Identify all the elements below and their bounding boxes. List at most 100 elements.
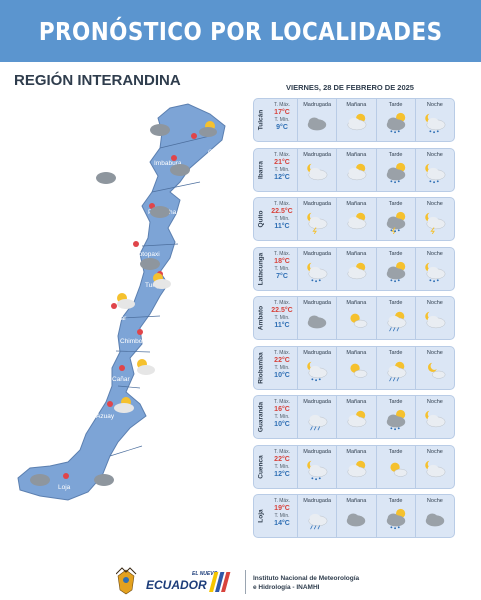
institution-line-2: e Hidrología - INAMHI xyxy=(253,584,320,591)
cloud-moon-icon xyxy=(425,311,446,329)
forecast-cell: Mañana xyxy=(336,346,375,389)
cloud-moon-rain-icon xyxy=(307,361,328,381)
period-cells: Madrugada Mañana Tarde Noche xyxy=(297,148,454,191)
min-temp-value: 11°C xyxy=(274,322,290,329)
period-label: Noche xyxy=(426,151,443,158)
map-weather-icons xyxy=(30,121,217,486)
region-title: REGIÓN INTERANDINA xyxy=(14,72,181,89)
period-label: Mañana xyxy=(346,448,367,455)
forecast-row: Latacunga T. Máx. 18°C T. Mín. 7°C Madru… xyxy=(253,246,455,291)
institution-line-1: Instituto Nacional de Meteorología xyxy=(253,575,360,582)
period-label: Madrugada xyxy=(303,448,332,455)
city-name-text: Guaranda xyxy=(257,401,264,433)
forecast-cell: Noche xyxy=(414,495,454,537)
period-label: Mañana xyxy=(346,250,367,257)
city-name: Cuenca xyxy=(254,446,267,488)
forecast-cell: Tarde xyxy=(375,297,415,339)
min-temp-value: 12°C xyxy=(274,470,290,478)
temperature-block: T. Máx. 17°C T. Mín. 9°C xyxy=(267,99,297,141)
period-label: Madrugada xyxy=(303,102,332,108)
map-label-canar: Cañar xyxy=(112,376,131,383)
min-temp-label: T. Mín. xyxy=(274,166,290,173)
period-cells: Madrugada Mañana Tarde Noche xyxy=(297,247,454,290)
forecast-cell: Tarde xyxy=(375,396,415,438)
city-name-text: Quito xyxy=(257,210,264,228)
cloudy-icon xyxy=(307,315,327,329)
period-label: Madrugada xyxy=(303,250,332,257)
page-header: PRONÓSTICO POR LOCALIDADES xyxy=(0,0,481,62)
max-temp-label: T. Máx. xyxy=(273,250,291,257)
max-temp-label: T. Máx. xyxy=(273,498,291,504)
cloud-moon-icon xyxy=(425,410,446,428)
forecast-row: Riobamba T. Máx. 22°C T. Mín. 10°C Madru… xyxy=(253,345,455,390)
max-temp-label: T. Máx. xyxy=(273,448,291,455)
period-label: Tarde xyxy=(388,448,403,455)
period-label: Noche xyxy=(426,448,443,455)
period-label: Madrugada xyxy=(303,349,332,356)
min-temp-value: 10°C xyxy=(274,371,290,379)
max-temp-label: T. Máx. xyxy=(273,399,291,405)
max-temp-value: 22.5°C xyxy=(271,208,293,215)
forecast-cell: Madrugada xyxy=(297,198,336,240)
forecast-cell: Madrugada xyxy=(297,396,336,438)
city-name: Ambato xyxy=(254,297,267,339)
forecast-cell: Madrugada xyxy=(297,346,336,389)
city-name-text: Cuenca xyxy=(257,454,264,479)
period-label: Madrugada xyxy=(303,498,332,504)
forecast-table: Tulcán T. Máx. 17°C T. Mín. 9°C Madrugad… xyxy=(253,98,455,544)
period-label: Madrugada xyxy=(303,300,332,306)
forecast-cell: Tarde xyxy=(375,495,415,537)
period-label: Mañana xyxy=(346,102,367,108)
period-label: Tarde xyxy=(388,151,403,158)
period-label: Noche xyxy=(426,250,443,257)
period-label: Mañana xyxy=(346,300,367,306)
max-temp-value: 16°C xyxy=(274,406,290,413)
max-temp-label: T. Máx. xyxy=(273,151,291,158)
institution-name: Instituto Nacional de Meteorología e Hid… xyxy=(253,574,359,592)
period-label: Mañana xyxy=(346,399,367,405)
temperature-block: T. Máx. 18°C T. Mín. 7°C xyxy=(267,248,297,290)
forecast-cell: Madrugada xyxy=(297,495,336,537)
temperature-block: T. Máx. 19°C T. Mín. 14°C xyxy=(267,495,297,537)
forecast-cell: Noche xyxy=(414,445,454,488)
city-name: Quito xyxy=(254,198,267,240)
min-temp-value: 9°C xyxy=(276,124,288,131)
forecast-cell: Noche xyxy=(414,346,454,389)
forecast-cell: Tarde xyxy=(375,445,415,488)
min-temp-value: 10°C xyxy=(274,421,290,428)
partly-cloudy-sun-icon xyxy=(347,163,367,180)
min-temp-value: 7°C xyxy=(276,272,288,280)
sun-cloud-icon xyxy=(350,313,368,328)
forecast-cell: Tarde xyxy=(375,148,415,191)
forecast-cell: Madrugada xyxy=(297,247,336,290)
city-name: Tulcán xyxy=(254,99,267,141)
cloud-sun-rain-icon xyxy=(386,409,405,431)
page-title: PRONÓSTICO POR LOCALIDADES xyxy=(38,16,443,46)
city-name-text: Ibarra xyxy=(257,160,264,179)
period-label: Noche xyxy=(426,102,443,108)
min-temp-label: T. Mín. xyxy=(274,414,290,420)
period-label: Noche xyxy=(426,349,443,356)
min-temp-label: T. Mín. xyxy=(274,364,290,371)
cloud-sun-rain-icon xyxy=(386,261,405,282)
period-label: Tarde xyxy=(388,498,403,504)
max-temp-label: T. Máx. xyxy=(273,102,291,108)
map-label-loja: Loja xyxy=(58,484,71,491)
ecuador-logo: EL NUEVO ECUADOR xyxy=(116,567,231,595)
min-temp-label: T. Mín. xyxy=(274,463,290,470)
forecast-row: Tulcán T. Máx. 17°C T. Mín. 9°C Madrugad… xyxy=(253,98,455,142)
period-label: Tarde xyxy=(388,349,403,356)
period-cells: Madrugada Mañana Tarde Noche xyxy=(297,396,454,438)
period-label: Noche xyxy=(426,399,443,405)
city-name-text: Ambato xyxy=(257,305,264,331)
forecast-cell: Mañana xyxy=(336,247,375,290)
cloudy-icon xyxy=(307,117,327,131)
period-cells: Madrugada Mañana Tarde Noche xyxy=(297,346,454,389)
min-temp-label: T. Mín. xyxy=(274,117,290,123)
min-temp-value: 14°C xyxy=(274,520,290,527)
temperature-block: T. Máx. 22°C T. Mín. 10°C xyxy=(267,347,297,389)
cloud-rain-icon xyxy=(308,414,328,431)
sun-cloud-icon xyxy=(390,462,407,477)
temperature-block: T. Máx. 22°C T. Mín. 12°C xyxy=(267,446,297,488)
period-label: Mañana xyxy=(346,201,367,207)
